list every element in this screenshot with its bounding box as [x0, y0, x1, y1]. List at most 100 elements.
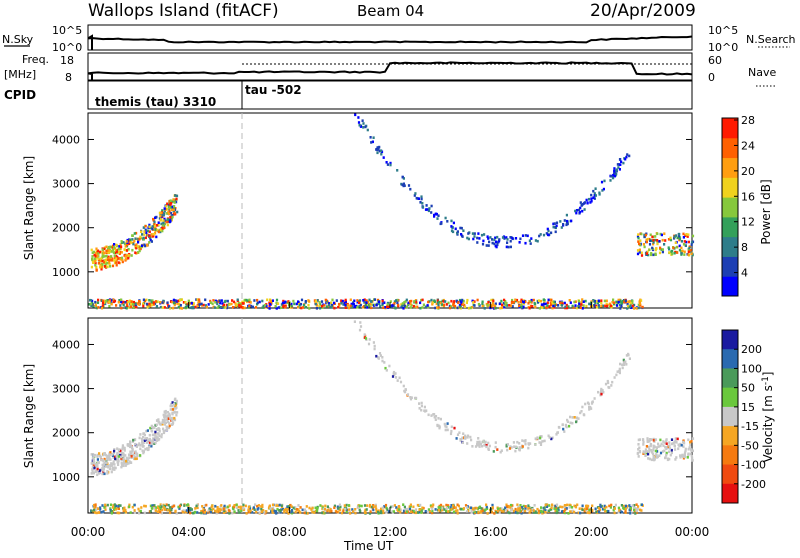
- echo-cell: [681, 249, 684, 253]
- echo-cell: [575, 209, 579, 212]
- echo-cell: [403, 184, 406, 187]
- echo-cell: [520, 298, 523, 302]
- echo-cell: [539, 443, 543, 446]
- echo-cell: [595, 510, 598, 514]
- echo-cell: [465, 506, 468, 509]
- echo-cell: [594, 507, 597, 511]
- echo-cell: [261, 306, 264, 309]
- echo-cell: [514, 511, 517, 514]
- echo-cell: [104, 465, 108, 468]
- echo-cell: [169, 404, 172, 408]
- echo-cell: [148, 241, 151, 244]
- echo-cell: [128, 299, 131, 303]
- echo-cell: [96, 251, 99, 254]
- echo-cell: [131, 505, 134, 509]
- echo-cell: [645, 238, 648, 242]
- echo-cell: [524, 505, 527, 508]
- echo-cell: [502, 508, 505, 512]
- echo-cell: [663, 243, 666, 246]
- echo-cell: [565, 223, 568, 227]
- echo-cell: [356, 306, 359, 309]
- echo-cell: [555, 433, 558, 436]
- echo-cell: [90, 304, 93, 307]
- echo-cell: [149, 238, 152, 242]
- echo-cell: [638, 248, 641, 252]
- echo-cell: [591, 504, 594, 508]
- echo-cell: [407, 303, 410, 306]
- echo-cell: [90, 462, 93, 465]
- echo-cell: [648, 438, 651, 441]
- echo-cell: [196, 304, 200, 308]
- cpid-label: CPID: [4, 88, 36, 102]
- echo-cell: [169, 506, 172, 509]
- echo-cell: [172, 210, 175, 213]
- echo-cell: [449, 506, 452, 509]
- echo-cell: [569, 421, 572, 425]
- echo-cell: [609, 506, 612, 509]
- echo-cell: [91, 303, 94, 306]
- echo-cell: [154, 228, 157, 231]
- echo-cell: [386, 301, 389, 305]
- echo-cell: [98, 250, 101, 254]
- echo-cell: [131, 234, 134, 237]
- echo-cell: [667, 238, 671, 241]
- echo-cell: [357, 505, 360, 508]
- echo-cell: [690, 458, 694, 461]
- echo-cell: [228, 512, 231, 515]
- echo-cell: [205, 503, 208, 507]
- echo-cell: [152, 303, 155, 306]
- echo-cell: [160, 505, 163, 508]
- echo-cell: [162, 427, 165, 431]
- echo-cell: [624, 510, 627, 513]
- echo-cell: [200, 511, 203, 515]
- echo-cell: [149, 303, 152, 306]
- echo-cell: [605, 505, 608, 509]
- echo-cell: [119, 504, 122, 507]
- echo-cell: [211, 504, 214, 507]
- echo-cell: [637, 303, 640, 307]
- echo-cell: [670, 438, 674, 441]
- echo-cell: [340, 299, 343, 302]
- echo-cell: [194, 305, 197, 309]
- echo-cell: [680, 253, 683, 256]
- echo-cell: [107, 251, 110, 255]
- echo-cell: [583, 208, 586, 211]
- echo-cell: [444, 216, 447, 220]
- echo-cell: [609, 179, 612, 182]
- echo-cell: [429, 504, 432, 507]
- echo-cell: [380, 507, 383, 511]
- echo-cell: [326, 505, 329, 508]
- echo-cell: [503, 305, 506, 309]
- echo-cell: [647, 457, 650, 460]
- echo-cell: [155, 305, 158, 308]
- echo-cell: [266, 298, 269, 302]
- echo-cell: [96, 467, 99, 471]
- echo-cell: [169, 206, 172, 209]
- echo-cell: [408, 507, 412, 511]
- echo-cell: [687, 250, 690, 254]
- echo-cell: [353, 320, 356, 323]
- echo-cell: [508, 447, 512, 450]
- echo-cell: [529, 304, 533, 308]
- echo-cell: [459, 507, 462, 511]
- echo-cell: [442, 303, 446, 307]
- echo-cell: [396, 379, 399, 382]
- y-tick-label: 4000: [52, 338, 80, 351]
- echo-cell: [108, 304, 111, 308]
- echo-cell: [363, 336, 366, 339]
- echo-cell: [489, 236, 492, 239]
- echo-cell: [245, 512, 248, 515]
- echo-cell: [625, 363, 628, 366]
- echo-cell: [106, 472, 109, 475]
- echo-cell: [401, 175, 404, 179]
- echo-cell: [212, 299, 215, 302]
- echo-cell: [638, 251, 641, 254]
- echo-cell: [395, 506, 398, 509]
- echo-cell: [91, 470, 94, 473]
- echo-cell: [248, 304, 251, 308]
- echo-cell: [184, 306, 187, 309]
- echo-cell: [103, 259, 106, 262]
- velocity-x-ticks: [87, 507, 693, 513]
- echo-cell: [159, 301, 162, 304]
- echo-cell: [281, 507, 285, 511]
